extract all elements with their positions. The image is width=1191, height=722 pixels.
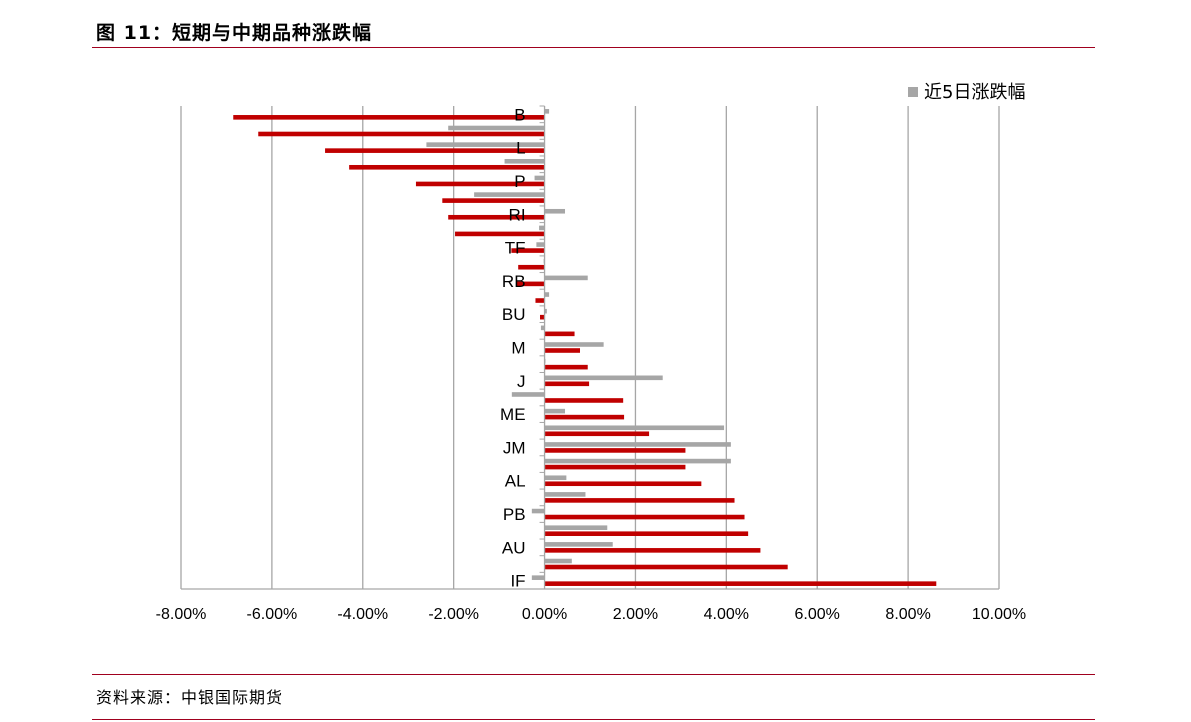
bar-layer: [233, 109, 937, 586]
bar-5d: [540, 325, 545, 331]
legend-label-5d: 近5日涨跌幅: [924, 82, 1025, 103]
bar-5d: [544, 442, 731, 447]
legend: 近5日涨跌幅: [908, 82, 1025, 103]
bar-1d: [540, 314, 545, 320]
title-rule: [92, 47, 1095, 48]
bar-1d: [544, 414, 625, 420]
category-label: M: [511, 339, 525, 358]
bar-5d: [544, 342, 604, 347]
bar-1d: [448, 214, 545, 220]
x-tick-label: 4.00%: [704, 606, 749, 623]
bar-5d: [544, 525, 608, 531]
bar-1d: [535, 298, 545, 303]
bar-1d: [511, 248, 545, 253]
x-tick-label: 8.00%: [885, 606, 930, 623]
x-tick-label: 2.00%: [613, 606, 658, 623]
bar-1d: [544, 564, 788, 570]
bar-1d: [415, 181, 545, 187]
bar-1d: [544, 481, 702, 487]
bar-5d: [544, 308, 547, 314]
bar-1d: [544, 348, 581, 353]
bar-1d: [349, 164, 545, 170]
bar-5d: [544, 542, 613, 547]
bar-1d: [544, 364, 588, 370]
category-label: J: [517, 372, 526, 391]
category-label: L: [516, 139, 525, 158]
bar-5d: [544, 558, 572, 564]
bar-1d: [442, 198, 545, 203]
bar-1d: [544, 398, 624, 403]
category-label: ME: [500, 405, 526, 424]
bar-5d: [544, 408, 566, 414]
bar-1d: [544, 431, 650, 437]
bar-1d: [544, 381, 590, 387]
category-label: RI: [509, 205, 526, 224]
bar-1d: [544, 531, 749, 537]
source-rule-top: [92, 674, 1095, 675]
bar-1d: [544, 331, 575, 337]
bar-1d: [544, 498, 735, 503]
bar-1d: [455, 231, 545, 237]
bar-5d: [504, 158, 545, 164]
bar-5d: [531, 575, 545, 580]
bar-1d: [544, 581, 937, 586]
source-rule-bottom: [92, 719, 1095, 720]
category-label: PB: [503, 505, 526, 524]
bar-1d: [544, 448, 686, 453]
x-tick-label: -8.00%: [156, 606, 207, 623]
x-tick-label: -4.00%: [337, 606, 388, 623]
bar-5d: [536, 242, 545, 247]
category-label: AU: [502, 538, 526, 557]
category-label: P: [514, 172, 525, 191]
category-label: JM: [503, 438, 526, 457]
bar-1d: [258, 131, 545, 137]
x-tick-label: -2.00%: [428, 606, 479, 623]
bar-5d: [544, 475, 567, 481]
bar-5d: [544, 492, 586, 497]
category-label: TF: [505, 239, 526, 258]
x-tick-label: -6.00%: [247, 606, 298, 623]
category-label: IF: [510, 572, 525, 591]
bar-1d: [544, 464, 686, 470]
x-tick-label: 6.00%: [795, 606, 840, 623]
figure-title: 图 11：短期与中期品种涨跌幅: [96, 22, 373, 44]
bar-5d: [539, 225, 545, 231]
legend-swatch-5d: [908, 87, 918, 97]
grid-layer: [180, 106, 1000, 589]
bar-5d: [544, 292, 550, 297]
category-label: BU: [502, 305, 526, 324]
x-tick-label: 10.00%: [972, 606, 1026, 623]
bar-5d: [426, 142, 545, 147]
bar-5d: [534, 175, 545, 181]
bar-1d: [544, 548, 761, 553]
bar-1d: [516, 281, 545, 287]
bar-1d: [544, 514, 745, 520]
bar-5d: [511, 392, 545, 397]
source-note: 资料来源：中银国际期货: [96, 688, 284, 707]
bar-1d: [518, 264, 545, 270]
bar-5d: [544, 208, 566, 214]
category-label: B: [514, 105, 525, 124]
bar-5d: [544, 425, 725, 431]
bar-1d: [325, 148, 545, 153]
bar-1d: [233, 115, 545, 120]
bar-5d: [544, 375, 663, 381]
bar-5d: [474, 192, 545, 197]
category-label: AL: [505, 472, 526, 491]
bar-5d: [448, 125, 545, 131]
axis-layer: -8.00% -6.00% -4.00% -2.00% 0.00% 2.00% 4.00% 6…: [156, 105, 1026, 623]
bar-5d: [544, 275, 588, 281]
bar-5d: [544, 458, 731, 464]
category-label: RB: [502, 272, 526, 291]
bar-5d: [531, 508, 545, 514]
bar-5d: [544, 109, 550, 114]
x-tick-label: 0.00%: [522, 606, 567, 623]
